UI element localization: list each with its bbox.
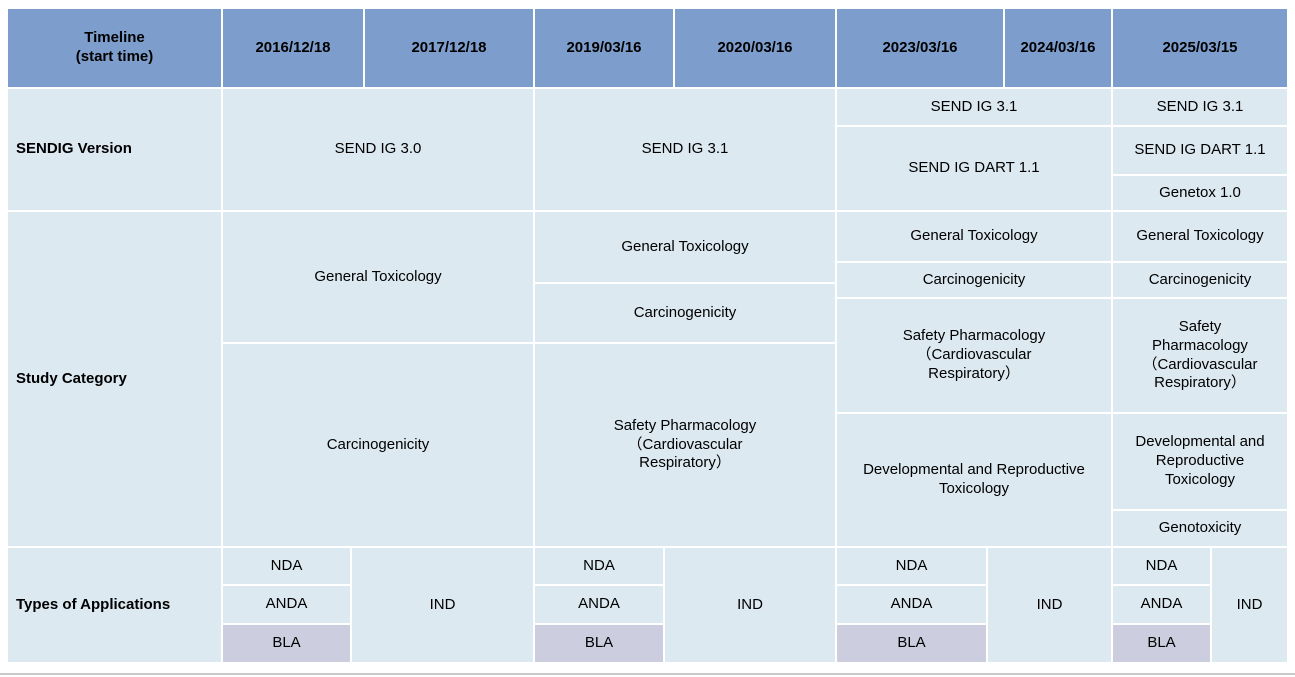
nda-cell-2025: NDA (1113, 548, 1210, 584)
application-stack-2019: NDA ANDA BLA (535, 548, 663, 662)
bottom-divider-line (0, 673, 1295, 675)
study-cell-2019-2020-safety-pharmacology: Safety Pharmacology （Cardiovascular Resp… (535, 344, 835, 546)
sendig-cell-2023-2024-ig31: SEND IG 3.1 (837, 89, 1111, 125)
study-group-2023-2024: General Toxicology Carcinogenicity Safet… (837, 212, 1111, 546)
nda-cell-2019: NDA (535, 548, 663, 584)
study-cell-2025-dart: Developmental and Reproductive Toxicolog… (1113, 414, 1287, 509)
study-cell-2019-2020-carcinogenicity: Carcinogenicity (535, 284, 835, 342)
sendig-cell-group-2025: SEND IG 3.1 SEND IG DART 1.1 Genetox 1.0 (1113, 89, 1287, 210)
study-cell-2025-general-toxicology: General Toxicology (1113, 212, 1287, 261)
study-cell-2025-carcinogenicity: Carcinogenicity (1113, 263, 1287, 297)
timeline-header-cell: Timeline (start time) (8, 9, 221, 87)
nda-cell-2023: NDA (837, 548, 986, 584)
date-header-2020-03-16: 2020/03/16 (675, 9, 835, 87)
sendig-version-row: SENDIG Version SEND IG 3.0 SEND IG 3.1 S… (8, 89, 1287, 210)
sendig-cell-2016-2017: SEND IG 3.0 (223, 89, 533, 210)
sendig-cell-2019-2020: SEND IG 3.1 (535, 89, 835, 210)
study-cell-2016-2017-general-toxicology: General Toxicology (223, 212, 533, 342)
study-cell-2025-genotoxicity: Genotoxicity (1113, 511, 1287, 546)
date-header-2019-03-16: 2019/03/16 (535, 9, 673, 87)
application-stack-2023: NDA ANDA BLA (837, 548, 986, 662)
study-cell-2023-2024-general-toxicology: General Toxicology (837, 212, 1111, 261)
study-cell-2016-2017-carcinogenicity: Carcinogenicity (223, 344, 533, 546)
date-header-2025-03-15: 2025/03/15 (1113, 9, 1287, 87)
nda-cell-2016: NDA (223, 548, 350, 584)
sendig-cell-2023-2024-dart11: SEND IG DART 1.1 (837, 127, 1111, 210)
types-of-applications-row: Types of Applications NDA ANDA BLA IND N… (8, 548, 1287, 662)
ind-cell-2024: IND (988, 548, 1111, 662)
date-header-2017-12-18: 2017/12/18 (365, 9, 533, 87)
date-header-2016-12-18: 2016/12/18 (223, 9, 363, 87)
bla-cell-2025: BLA (1113, 625, 1210, 662)
study-category-row-label: Study Category (8, 212, 221, 546)
anda-cell-2025: ANDA (1113, 586, 1210, 623)
bla-cell-2016: BLA (223, 625, 350, 662)
study-group-2019-2020: General Toxicology Carcinogenicity Safet… (535, 212, 835, 546)
bla-cell-2023: BLA (837, 625, 986, 662)
date-header-2024-03-16: 2024/03/16 (1005, 9, 1111, 87)
application-stack-2016: NDA ANDA BLA (223, 548, 350, 662)
sendig-cell-2025-ig31: SEND IG 3.1 (1113, 89, 1287, 125)
anda-cell-2023: ANDA (837, 586, 986, 623)
application-stack-2025: NDA ANDA BLA (1113, 548, 1210, 662)
bla-cell-2019: BLA (535, 625, 663, 662)
types-of-applications-row-label: Types of Applications (8, 548, 221, 662)
sendig-cell-2025-dart11: SEND IG DART 1.1 (1113, 127, 1287, 174)
ind-cell-2017: IND (352, 548, 533, 662)
ind-cell-2020: IND (665, 548, 835, 662)
study-cell-2025-safety-pharmacology: Safety Pharmacology （Cardiovascular Resp… (1113, 299, 1287, 412)
sendig-cell-group-2023-2024: SEND IG 3.1 SEND IG DART 1.1 (837, 89, 1111, 210)
header-row: Timeline (start time) 2016/12/18 2017/12… (8, 9, 1287, 87)
send-implementation-timeline-table: Timeline (start time) 2016/12/18 2017/12… (8, 9, 1287, 662)
anda-cell-2016: ANDA (223, 586, 350, 623)
study-group-2016-2017: General Toxicology Carcinogenicity (223, 212, 533, 546)
study-cell-2023-2024-carcinogenicity: Carcinogenicity (837, 263, 1111, 297)
study-category-row: Study Category General Toxicology Carcin… (8, 212, 1287, 546)
ind-cell-2025: IND (1212, 548, 1287, 662)
study-cell-2023-2024-dart: Developmental and Reproductive Toxicolog… (837, 414, 1111, 546)
date-header-2023-03-16: 2023/03/16 (837, 9, 1003, 87)
sendig-version-row-label: SENDIG Version (8, 89, 221, 210)
sendig-cell-2025-genetox10: Genetox 1.0 (1113, 176, 1287, 210)
study-cell-2019-2020-general-toxicology: General Toxicology (535, 212, 835, 282)
anda-cell-2019: ANDA (535, 586, 663, 623)
study-group-2025: General Toxicology Carcinogenicity Safet… (1113, 212, 1287, 546)
study-cell-2023-2024-safety-pharmacology: Safety Pharmacology （Cardiovascular Resp… (837, 299, 1111, 412)
